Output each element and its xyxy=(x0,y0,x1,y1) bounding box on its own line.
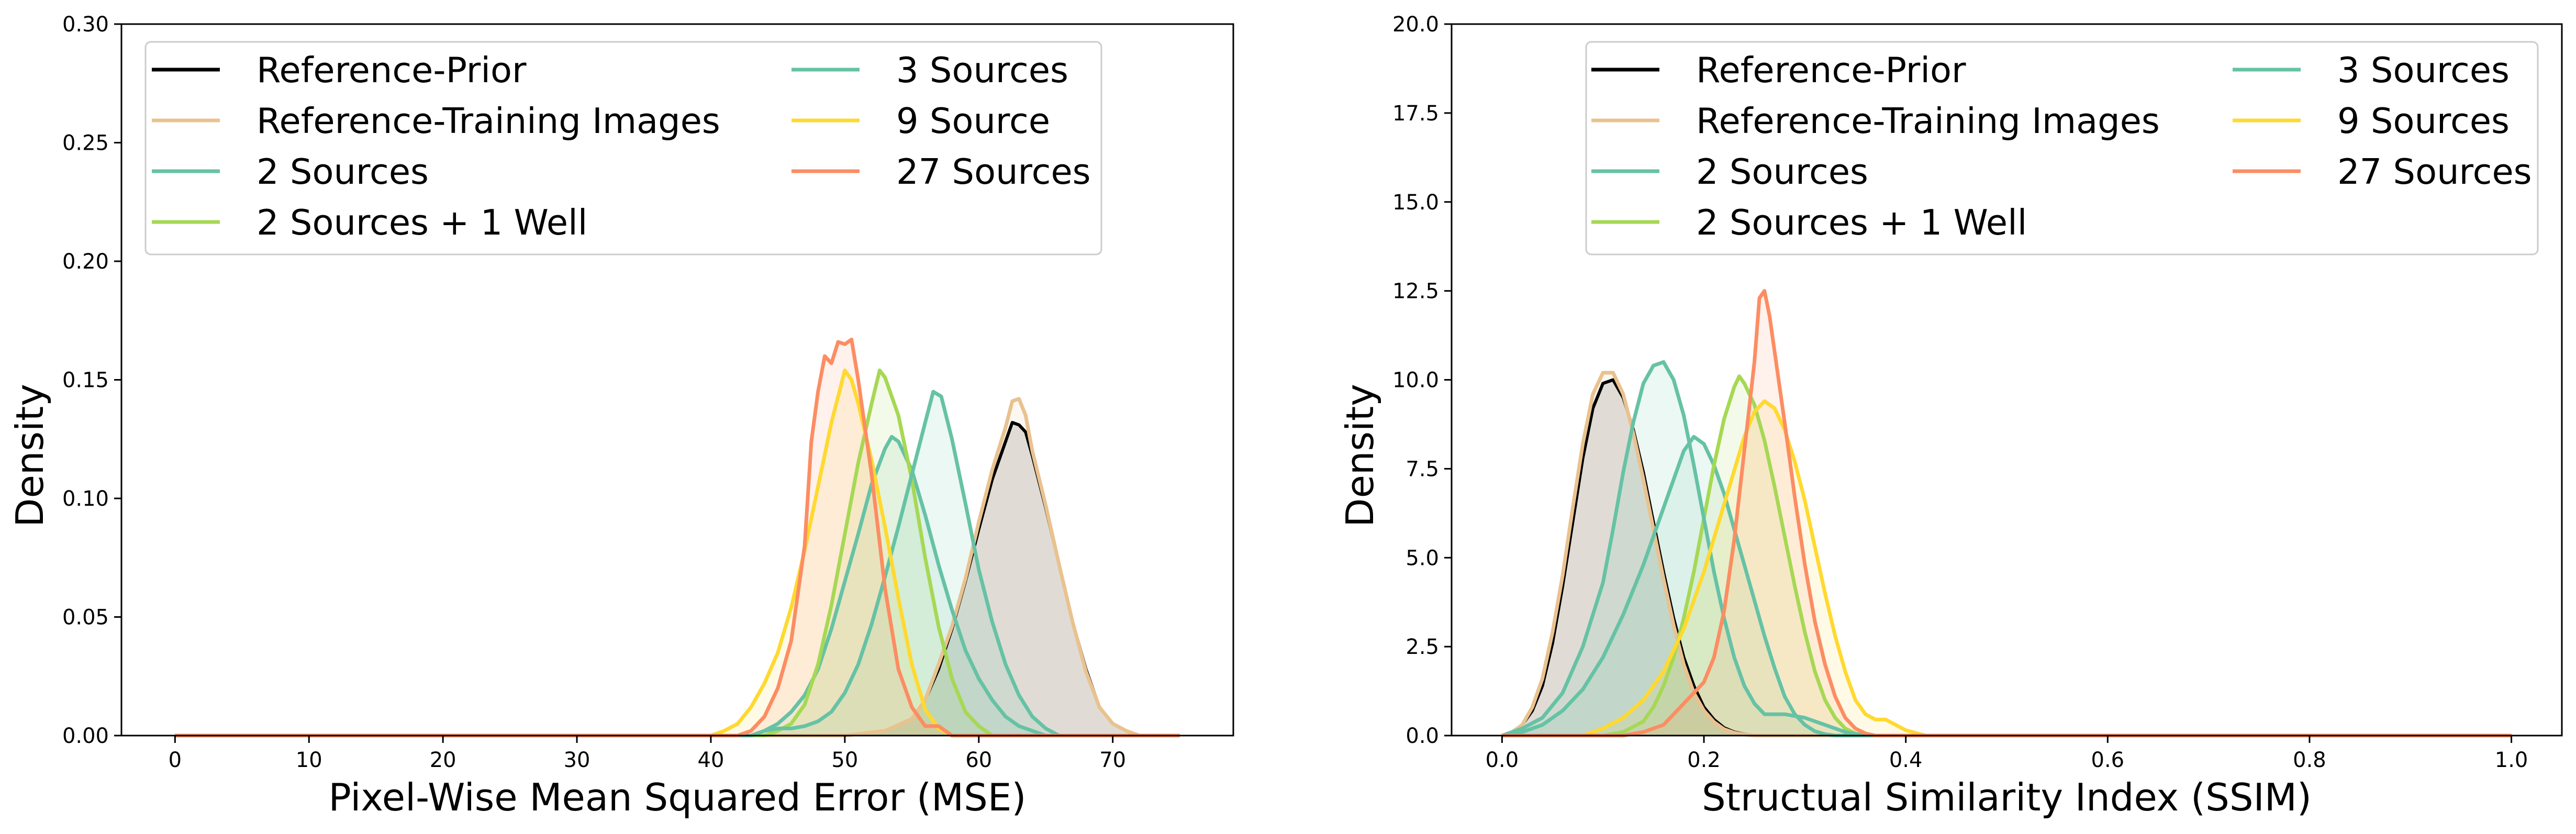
x-tick-label: 10 xyxy=(296,748,322,772)
legend-label-3: 2 Sources + 1 Well xyxy=(257,202,587,243)
legend-label-4: 3 Sources xyxy=(2337,50,2510,91)
y-tick-label: 15.0 xyxy=(1392,191,1439,215)
x-tick-label: 0.0 xyxy=(1486,748,1519,772)
x-tick-label: 50 xyxy=(831,748,858,772)
y-axis-title: Density xyxy=(1338,384,1382,527)
legend-label-6: 27 Sources xyxy=(2337,151,2532,192)
series-area-4 xyxy=(1502,362,2512,736)
x-tick-label: 30 xyxy=(564,748,590,772)
series-line-1 xyxy=(175,397,1180,738)
x-tick-label: 0.2 xyxy=(1687,748,1721,772)
series-area-0 xyxy=(175,422,1180,736)
series-area-4 xyxy=(175,392,1180,736)
legend-label-5: 9 Sources xyxy=(2337,101,2510,141)
y-tick-label: 20.0 xyxy=(1392,13,1439,37)
y-tick-label: 0.10 xyxy=(62,487,109,511)
legend-label-1: Reference-Training Images xyxy=(1696,101,2160,141)
y-tick-label: 12.5 xyxy=(1392,280,1439,304)
series-line-3 xyxy=(175,368,1180,738)
y-tick-label: 0.00 xyxy=(62,724,109,748)
y-tick-label: 0.15 xyxy=(62,369,109,393)
legend-label-1: Reference-Training Images xyxy=(257,101,720,141)
series-area-2 xyxy=(1502,437,2512,736)
series-area-5 xyxy=(1502,401,2512,736)
y-tick-label: 0.05 xyxy=(62,606,109,630)
series-lines xyxy=(1501,289,2512,738)
x-tick-label: 70 xyxy=(1099,748,1126,772)
x-tick-label: 40 xyxy=(698,748,724,772)
legend-box xyxy=(144,41,1102,255)
series-area-2 xyxy=(175,437,1180,736)
legend: Reference-Prior Reference-Training Images… xyxy=(144,41,1102,255)
series-line-2 xyxy=(1501,435,2512,738)
series-line-5 xyxy=(1502,399,2512,738)
ssim-density-panel: 0.0 0.2 0.4 0.6 0.8 1.0 0.0 2.5 5.0 7.5 10.0 12.5 15… xyxy=(1338,13,2563,819)
series-area-3 xyxy=(1502,376,2512,736)
legend-label-0: Reference-Prior xyxy=(1696,50,1966,91)
y-tick-label: 5.0 xyxy=(1406,546,1439,570)
legend: Reference-Prior Reference-Training Images… xyxy=(1585,41,2539,255)
x-tick-label: 0.4 xyxy=(1889,748,1923,772)
mse-density-panel: 0 10 20 30 40 50 60 70 0.00 0.05 0.10 0.15 0.20 0.25 0… xyxy=(8,13,1234,819)
series-fills xyxy=(1502,291,2512,736)
legend-label-0: Reference-Prior xyxy=(257,50,527,91)
series-line-4 xyxy=(175,390,1180,738)
legend-label-5: 9 Source xyxy=(896,101,1050,141)
y-tick-label: 10.0 xyxy=(1392,369,1439,393)
x-tick-label: 0 xyxy=(169,748,182,772)
legend-box xyxy=(1585,41,2539,255)
y-tick-label: 2.5 xyxy=(1406,635,1439,659)
series-area-1 xyxy=(1502,372,2512,736)
series-line-6 xyxy=(1502,289,2512,738)
series-line-1 xyxy=(1501,371,2512,738)
x-axis-title: Pixel-Wise Mean Squared Error (MSE) xyxy=(329,775,1027,819)
legend-label-6: 27 Sources xyxy=(896,151,1091,192)
x-tick-label: 1.0 xyxy=(2495,748,2528,772)
series-lines xyxy=(175,338,1180,738)
series-area-0 xyxy=(1502,380,2512,736)
y-tick-label: 0.25 xyxy=(62,131,109,155)
legend-label-4: 3 Sources xyxy=(896,50,1068,91)
y-tick-label: 7.5 xyxy=(1406,457,1439,481)
series-line-4 xyxy=(1501,360,2512,738)
y-tick-label: 17.5 xyxy=(1392,102,1439,126)
y-tick-label: 0.20 xyxy=(62,250,109,274)
series-area-3 xyxy=(175,370,1180,736)
series-line-2 xyxy=(175,435,1180,738)
series-line-6 xyxy=(175,338,1180,738)
y-axis-title: Density xyxy=(8,384,52,527)
x-tick-label: 60 xyxy=(965,748,992,772)
y-tick-label: 0.0 xyxy=(1406,724,1439,748)
y-tick-label: 0.30 xyxy=(62,13,109,37)
series-line-5 xyxy=(175,368,1180,738)
x-axis-title: Structual Similarity Index (SSIM) xyxy=(1702,775,2312,819)
series-line-3 xyxy=(1502,374,2512,738)
x-tick-label: 20 xyxy=(430,748,456,772)
legend-label-2: 2 Sources xyxy=(257,151,429,192)
legend-label-2: 2 Sources xyxy=(1696,151,1868,192)
legend-label-3: 2 Sources + 1 Well xyxy=(1696,202,2027,243)
x-tick-label: 0.6 xyxy=(2091,748,2125,772)
x-tick-label: 0.8 xyxy=(2293,748,2326,772)
